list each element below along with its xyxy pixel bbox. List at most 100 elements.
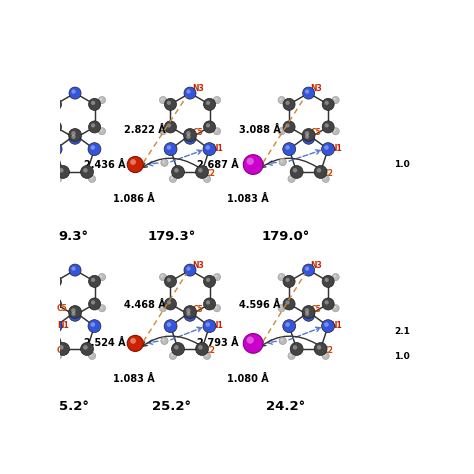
Circle shape <box>186 90 191 94</box>
Text: 25.2°: 25.2° <box>152 400 191 413</box>
Circle shape <box>52 123 56 128</box>
Circle shape <box>184 132 196 144</box>
Circle shape <box>203 319 216 333</box>
Circle shape <box>69 306 82 319</box>
Circle shape <box>72 266 76 271</box>
Circle shape <box>183 128 196 141</box>
Circle shape <box>49 319 62 333</box>
Circle shape <box>302 128 315 141</box>
Circle shape <box>215 275 218 277</box>
Text: 1.080 Å: 1.080 Å <box>227 374 268 384</box>
Circle shape <box>127 156 143 173</box>
Circle shape <box>159 96 167 104</box>
Circle shape <box>69 128 82 141</box>
Circle shape <box>88 143 101 155</box>
Circle shape <box>49 98 62 110</box>
Circle shape <box>206 278 210 282</box>
Circle shape <box>91 101 95 105</box>
Circle shape <box>46 275 48 277</box>
Circle shape <box>56 177 58 179</box>
Circle shape <box>46 129 48 132</box>
Circle shape <box>91 145 95 150</box>
Circle shape <box>164 275 176 287</box>
Circle shape <box>288 352 295 360</box>
Circle shape <box>90 354 92 356</box>
Circle shape <box>69 264 81 276</box>
Circle shape <box>206 301 210 305</box>
Circle shape <box>184 264 196 276</box>
Text: C2: C2 <box>323 169 334 178</box>
Circle shape <box>99 305 106 312</box>
Text: 2.687 Å: 2.687 Å <box>197 160 239 170</box>
Circle shape <box>213 128 221 135</box>
Circle shape <box>325 101 329 105</box>
Circle shape <box>171 354 173 356</box>
Circle shape <box>281 338 283 341</box>
Circle shape <box>184 309 196 321</box>
Text: 1.083 Å: 1.083 Å <box>227 194 268 204</box>
Text: 2.524 Å: 2.524 Å <box>84 337 126 348</box>
Circle shape <box>169 175 177 182</box>
Circle shape <box>52 322 56 327</box>
Text: N1: N1 <box>330 144 342 153</box>
Text: C2: C2 <box>204 169 215 178</box>
Circle shape <box>285 278 290 282</box>
Circle shape <box>52 301 56 305</box>
Text: N1: N1 <box>211 144 223 153</box>
Circle shape <box>161 306 164 309</box>
Circle shape <box>205 354 208 356</box>
Circle shape <box>302 132 315 144</box>
Circle shape <box>91 278 95 282</box>
Circle shape <box>289 354 292 356</box>
Text: 2.1: 2.1 <box>394 327 410 336</box>
Circle shape <box>279 158 286 165</box>
Circle shape <box>332 128 339 135</box>
Circle shape <box>164 298 176 310</box>
Circle shape <box>89 175 96 182</box>
Circle shape <box>174 168 179 173</box>
Circle shape <box>183 306 196 319</box>
Circle shape <box>91 301 95 305</box>
Circle shape <box>83 345 88 350</box>
Text: 9.3°: 9.3° <box>59 230 89 243</box>
Circle shape <box>206 123 210 128</box>
Circle shape <box>278 273 285 281</box>
Circle shape <box>81 165 93 178</box>
Circle shape <box>52 145 56 150</box>
Circle shape <box>215 98 218 100</box>
Text: C2: C2 <box>204 346 215 356</box>
Circle shape <box>305 308 309 313</box>
Circle shape <box>317 168 321 173</box>
Text: C5: C5 <box>57 304 67 313</box>
Circle shape <box>285 145 290 150</box>
Circle shape <box>186 135 191 139</box>
Circle shape <box>162 338 165 341</box>
Circle shape <box>130 159 136 165</box>
Circle shape <box>322 352 329 360</box>
Circle shape <box>52 101 56 105</box>
Circle shape <box>167 145 171 150</box>
Circle shape <box>203 298 216 310</box>
Circle shape <box>322 175 329 182</box>
Circle shape <box>184 87 196 99</box>
Circle shape <box>46 98 48 100</box>
Circle shape <box>317 345 321 350</box>
Circle shape <box>323 177 326 179</box>
Circle shape <box>69 309 81 321</box>
Circle shape <box>91 322 95 327</box>
Text: C5: C5 <box>192 128 203 137</box>
Circle shape <box>46 306 48 309</box>
Circle shape <box>203 175 211 182</box>
Circle shape <box>280 129 282 132</box>
Circle shape <box>302 264 315 276</box>
Circle shape <box>314 343 327 356</box>
Circle shape <box>83 168 88 173</box>
Text: N3: N3 <box>192 84 203 93</box>
Circle shape <box>45 96 52 104</box>
Text: 1.086 Å: 1.086 Å <box>113 194 155 204</box>
Circle shape <box>280 275 282 277</box>
Circle shape <box>332 305 339 312</box>
Text: 2.822 Å: 2.822 Å <box>124 125 166 135</box>
Text: 1.0: 1.0 <box>394 352 410 361</box>
Circle shape <box>206 101 210 105</box>
